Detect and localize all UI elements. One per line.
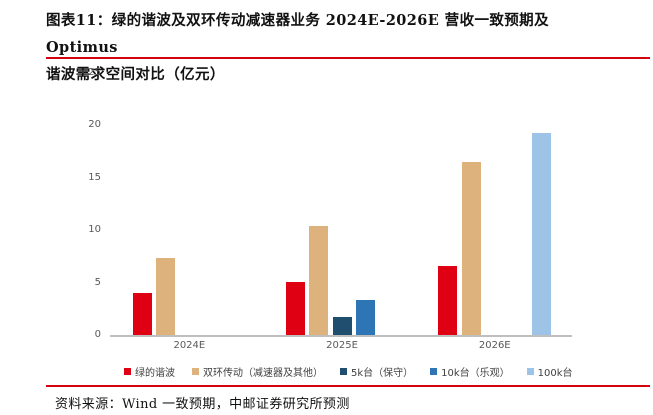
- y-tick-label: 25: [88, 67, 101, 78]
- bar-2025E-series3: [332, 317, 352, 335]
- x-axis-label-2026E: 2026E: [478, 340, 511, 351]
- legend-label: 双环传动（减速器及其他）: [203, 368, 323, 379]
- bar-2025E-series4: [356, 300, 376, 335]
- legend-label: 10k台（乐观）: [441, 368, 510, 379]
- bar-chart: 0 5 10 15 20 25 2024E 2025E 2026E 绿的谐波 双环传动（减速器及…: [0, 62, 653, 382]
- legend-item-series4: 10k台（乐观）: [430, 364, 510, 379]
- source-note: 资料来源：Wind 一致预期，中邮证券研究所预测: [55, 397, 350, 412]
- legend-swatch-icon: [430, 368, 438, 375]
- legend-label: 100k台: [537, 368, 573, 379]
- figure-title-line1: 图表11：绿的谐波及双环传动减速器业务 2024E-2026E 营收一致预期及 …: [46, 12, 549, 56]
- source-divider-line: [46, 385, 650, 387]
- bar-2025E-series2: [309, 226, 329, 335]
- bar-2025E-series1: [285, 281, 305, 335]
- figure-title-line2: 谐波需求空间对比（亿元）: [46, 66, 225, 83]
- legend-item-series1: 绿的谐波: [124, 364, 175, 379]
- x-axis-label-2025E: 2025E: [326, 340, 358, 351]
- chart-legend: 绿的谐波 双环传动（减速器及其他） 5k台（保守） 10k台（乐观） 100k台: [124, 364, 573, 379]
- bar-2026E-series5: [532, 132, 552, 335]
- y-tick-label: 0: [94, 329, 101, 340]
- title-divider-line: [46, 57, 650, 59]
- x-axis-line: [110, 335, 572, 337]
- legend-swatch-icon: [192, 368, 199, 375]
- bar-2024E-series1: [132, 293, 152, 335]
- legend-swatch-icon: [340, 368, 347, 375]
- figure-title: 图表11：绿的谐波及双环传动减速器业务 2024E-2026E 营收一致预期及 …: [46, 7, 626, 88]
- legend-label: 5k台（保守）: [351, 368, 414, 379]
- bar-2024E-series2: [156, 258, 176, 335]
- bar-2026E-series2: [461, 162, 481, 335]
- legend-swatch-icon: [526, 368, 534, 375]
- legend-item-series2: 双环传动（减速器及其他）: [192, 364, 323, 379]
- y-tick-label: 20: [88, 119, 101, 131]
- legend-swatch-icon: [124, 368, 131, 375]
- legend-item-series5: 100k台: [526, 364, 573, 379]
- bar-2026E-series1: [438, 265, 458, 335]
- x-axis-label-2024E: 2024E: [173, 340, 206, 351]
- y-tick-label: 15: [88, 171, 101, 183]
- y-tick-label: 10: [88, 224, 101, 236]
- legend-label: 绿的谐波: [135, 368, 175, 379]
- y-tick-label: 5: [94, 276, 101, 288]
- legend-item-series3: 5k台（保守）: [340, 364, 413, 379]
